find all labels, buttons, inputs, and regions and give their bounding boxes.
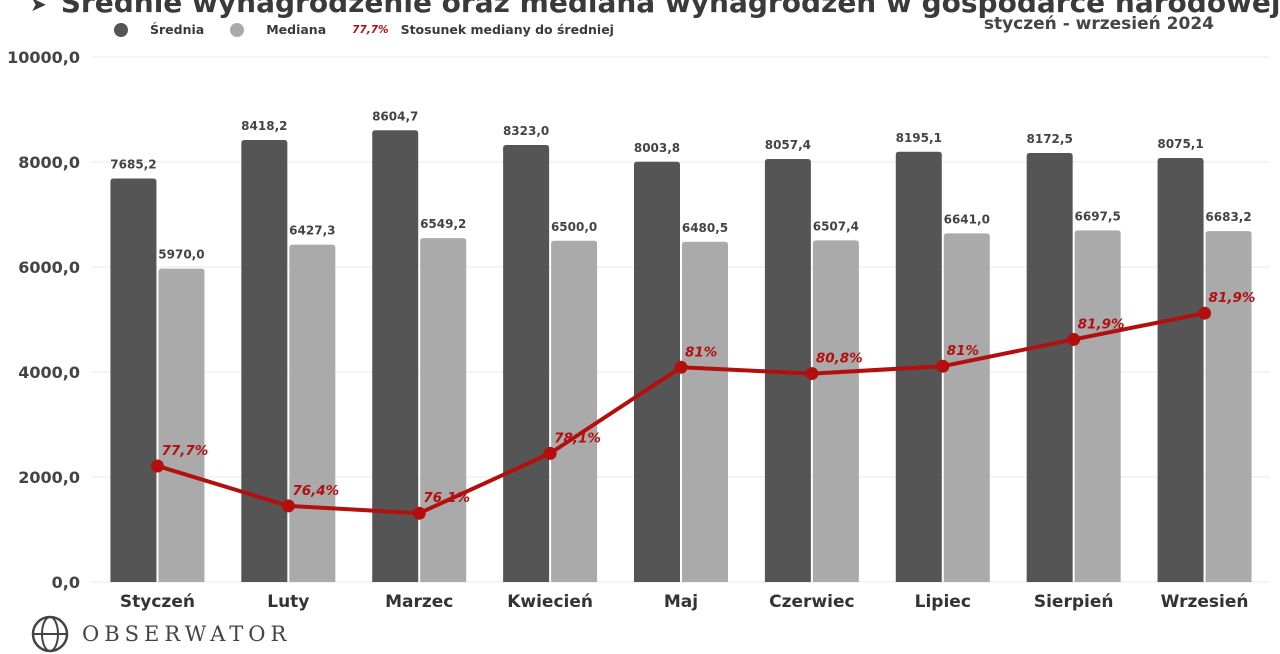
ratio-label: 81% — [947, 343, 979, 359]
bar-mean — [110, 178, 157, 583]
bar-value-label: 6697,5 — [1075, 209, 1121, 223]
ratio-label: 78,1% — [554, 430, 601, 446]
bar-median — [682, 241, 728, 582]
y-tick-label: 6000,0 — [18, 258, 80, 277]
bar-value-label: 6507,4 — [813, 219, 859, 233]
x-tick-label: Marzec — [385, 592, 453, 612]
bar-median — [158, 268, 205, 582]
bar-value-label: 8172,5 — [1027, 132, 1073, 146]
bar-value-label: 8418,2 — [241, 119, 287, 133]
ratio-label: 81% — [685, 344, 717, 360]
ratio-point — [281, 499, 295, 513]
footer-logo: OBSERWATOR — [30, 614, 291, 654]
ratio-point — [1198, 306, 1212, 320]
legend-label-ratio: Stosunek mediany do średniej — [400, 22, 614, 37]
ratio-point — [674, 360, 688, 374]
ratio-point — [150, 459, 164, 473]
bar-median — [420, 238, 467, 583]
x-tick-label: Kwiecień — [507, 592, 593, 612]
bar-value-label: 6480,5 — [682, 221, 728, 235]
bar-mean — [634, 161, 680, 582]
ratio-point — [805, 367, 819, 381]
ratio-label: 76,4% — [292, 483, 339, 499]
bar-value-label: 6641,0 — [944, 212, 990, 226]
ratio-point — [936, 359, 950, 373]
bar-value-label: 8195,1 — [896, 131, 942, 145]
y-tick-label: 0,0 — [52, 573, 80, 592]
legend-swatch-mean — [114, 22, 128, 37]
x-tick-label: Styczeń — [120, 592, 195, 612]
x-tick-label: Czerwiec — [769, 592, 854, 612]
legend-item-median: Mediana — [230, 22, 326, 37]
bar-value-label: 8604,7 — [372, 109, 418, 123]
bar-median — [1074, 230, 1121, 582]
chart-title: ➤ Średnie wynagrodzenie oraz mediana wyna… — [30, 0, 1280, 19]
footer-brand: OBSERWATOR — [82, 622, 292, 646]
ratio-point — [412, 506, 426, 520]
legend-ratio-sample: 77,7% — [352, 23, 389, 36]
legend-item-mean: Średnia — [114, 22, 204, 37]
ratio-label: 81,9% — [1209, 290, 1256, 306]
bar-mean — [372, 130, 419, 583]
bar-value-label: 7685,2 — [110, 158, 156, 172]
y-tick-label: 2000,0 — [18, 468, 80, 487]
bar-value-label: 6549,2 — [420, 217, 466, 231]
globe-icon — [31, 615, 69, 653]
bar-value-label: 5970,0 — [158, 248, 204, 262]
y-tick-label: 8000,0 — [18, 153, 80, 172]
legend-item-ratio: 77,7% Stosunek mediany do średniej — [352, 22, 614, 37]
bar-value-label: 6500,0 — [551, 220, 597, 234]
y-tick-label: 10000,0 — [7, 48, 80, 67]
bar-value-label: 8003,8 — [634, 141, 680, 155]
chart-plot: 0,0 2000,0 4000,0 6000,0 8000,0 10000,0 7685,2… — [7, 48, 1270, 612]
bar-value-label: 8323,0 — [503, 124, 549, 138]
bar-value-label: 8057,4 — [765, 138, 811, 152]
ratio-label: 76,1% — [423, 490, 470, 506]
bar-value-label: 6427,3 — [289, 224, 335, 238]
bar-median — [943, 233, 990, 582]
x-tick-label: Luty — [267, 592, 309, 612]
ratio-label: 81,9% — [1078, 316, 1125, 332]
bar-value-label: 6683,2 — [1205, 210, 1251, 224]
x-tick-label: Maj — [664, 592, 698, 612]
ratio-point — [543, 446, 557, 460]
chart-title-text: Średnie wynagrodzenie oraz mediana wynag… — [60, 0, 1280, 19]
arrow-icon: ➤ — [30, 0, 47, 16]
bar-median — [289, 244, 336, 582]
bar-median — [812, 240, 859, 582]
ratio-point — [1067, 332, 1081, 346]
bar-mean — [1157, 158, 1204, 582]
ratio-label: 80,8% — [816, 351, 863, 367]
chart-legend: Średnia Mediana 77,7% Stosunek mediany d… — [114, 22, 640, 37]
legend-swatch-median — [230, 22, 245, 37]
bar-value-label: 8075,1 — [1157, 137, 1203, 151]
bar-mean — [241, 140, 288, 582]
legend-label-median: Mediana — [266, 22, 327, 37]
bar-median — [551, 240, 598, 582]
ratio-label: 77,7% — [161, 443, 208, 459]
x-tick-label: Lipiec — [915, 592, 971, 612]
bar-mean — [1026, 152, 1073, 582]
chart-subtitle: styczeń - wrzesień 2024 — [983, 14, 1214, 34]
x-tick-label: Wrzesień — [1161, 592, 1249, 612]
bar-median — [1205, 231, 1252, 582]
legend-label-mean: Średnia — [150, 22, 205, 37]
x-tick-label: Sierpień — [1034, 592, 1114, 612]
bar-mean — [503, 145, 550, 583]
y-tick-label: 4000,0 — [18, 363, 80, 382]
